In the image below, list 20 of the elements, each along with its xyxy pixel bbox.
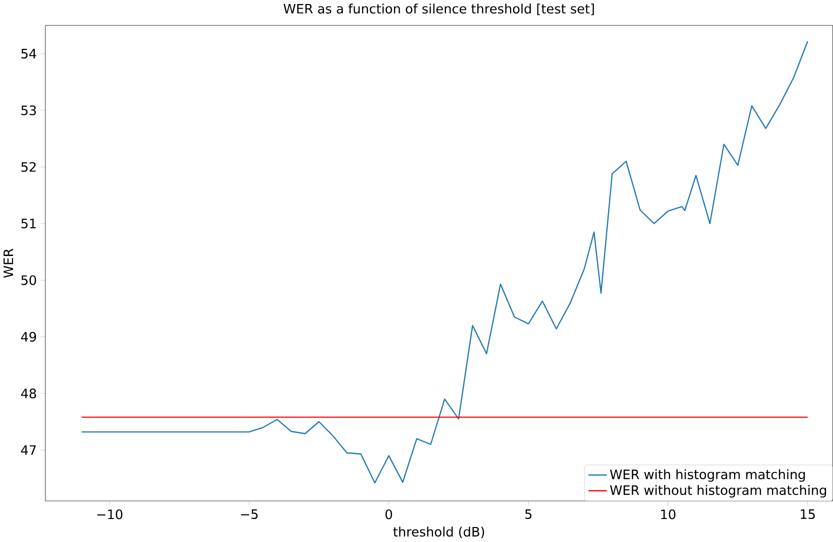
x-tick-label: 10 xyxy=(661,510,676,520)
x-tick-label: −5 xyxy=(241,510,258,520)
y-tick-label: 49 xyxy=(21,332,36,342)
y-tick-label: 51 xyxy=(21,218,36,229)
y-tick-label: 48 xyxy=(21,388,36,398)
y-tick-label: 53 xyxy=(21,106,36,116)
y-tick-label: 47 xyxy=(21,445,36,455)
y-axis-title: WER xyxy=(4,248,14,278)
legend-label: WER without histogram matching xyxy=(610,485,826,498)
x-tick-label: 0 xyxy=(386,510,392,520)
line-series xyxy=(81,40,808,484)
x-tick-label: 15 xyxy=(800,510,815,520)
x-axis-title: threshold (dB) xyxy=(393,526,484,538)
y-tick-label: 52 xyxy=(21,162,36,172)
y-tick-label: 50 xyxy=(21,275,36,286)
x-tick-label: 5 xyxy=(525,510,532,520)
chart-title: WER as a function of silence threshold [test set] xyxy=(284,4,594,16)
y-tick-label: 54 xyxy=(21,49,36,59)
x-tick-label: −10 xyxy=(97,510,122,520)
legend-label: WER with histogram matching xyxy=(610,469,805,482)
